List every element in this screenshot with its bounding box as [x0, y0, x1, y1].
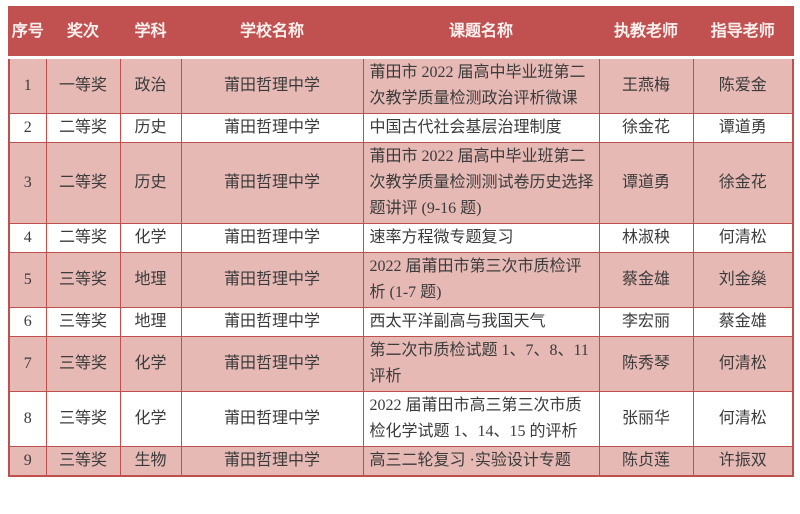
- cell-topic-name: 第二次市质检试题 1、7、8、11 评析: [362, 335, 600, 392]
- column-header-subject: 学科: [119, 6, 182, 59]
- cell-number: 9: [8, 445, 47, 476]
- cell-number: 5: [8, 251, 47, 308]
- cell-advisor-name: 何清松: [692, 222, 794, 253]
- cell-teacher-name: 王燕梅: [598, 56, 694, 114]
- cell-teacher-name: 陈贞莲: [598, 445, 694, 476]
- cell-school-name: 莆田哲理中学: [180, 306, 364, 337]
- cell-topic-name: 速率方程微专题复习: [362, 222, 600, 253]
- cell-subject: 地理: [119, 251, 182, 308]
- cell-award-level: 二等奖: [45, 222, 121, 253]
- cell-advisor-name: 徐金花: [692, 141, 794, 224]
- cell-subject: 化学: [119, 390, 182, 447]
- cell-number: 7: [8, 335, 47, 392]
- cell-number: 1: [8, 56, 47, 114]
- cell-advisor-name: 谭道勇: [692, 112, 794, 143]
- cell-advisor-name: 何清松: [692, 335, 794, 392]
- cell-subject: 化学: [119, 335, 182, 392]
- table-row: 4 二等奖 化学 莆田哲理中学 速率方程微专题复习 林淑秧 何清松: [8, 222, 794, 253]
- cell-school-name: 莆田哲理中学: [180, 251, 364, 308]
- cell-teacher-name: 徐金花: [598, 112, 694, 143]
- cell-topic-name: 莆田市 2022 届高中毕业班第二次教学质量检测测试卷历史选择题讲评 (9-16…: [362, 141, 600, 224]
- cell-subject: 政治: [119, 56, 182, 114]
- cell-advisor-name: 许振双: [692, 445, 794, 476]
- cell-advisor-name: 蔡金雄: [692, 306, 794, 337]
- table-row: 1 一等奖 政治 莆田哲理中学 莆田市 2022 届高中毕业班第二次教学质量检测…: [8, 56, 794, 114]
- cell-number: 6: [8, 306, 47, 337]
- cell-number: 3: [8, 141, 47, 224]
- cell-subject: 历史: [119, 112, 182, 143]
- table-row: 7 三等奖 化学 莆田哲理中学 第二次市质检试题 1、7、8、11 评析 陈秀琴…: [8, 335, 794, 392]
- cell-school-name: 莆田哲理中学: [180, 112, 364, 143]
- cell-advisor-name: 陈爱金: [692, 56, 794, 114]
- cell-subject: 生物: [119, 445, 182, 476]
- cell-subject: 历史: [119, 141, 182, 224]
- table-row: 9 三等奖 生物 莆田哲理中学 高三二轮复习 ·实验设计专题 陈贞莲 许振双: [8, 445, 794, 476]
- cell-teacher-name: 蔡金雄: [598, 251, 694, 308]
- cell-number: 8: [8, 390, 47, 447]
- column-header-teacher: 执教老师: [598, 6, 694, 59]
- column-header-number: 序号: [8, 6, 47, 59]
- cell-advisor-name: 刘金燊: [692, 251, 794, 308]
- cell-award-level: 三等奖: [45, 390, 121, 447]
- cell-subject: 地理: [119, 306, 182, 337]
- awards-table: 序号 奖次 学科 学校名称 课题名称 执教老师 指导老师 1 一等奖 政治 莆田…: [8, 6, 794, 477]
- cell-award-level: 二等奖: [45, 112, 121, 143]
- cell-topic-name: 莆田市 2022 届高中毕业班第二次教学质量检测政治评析微课: [362, 56, 600, 114]
- cell-school-name: 莆田哲理中学: [180, 335, 364, 392]
- column-header-topic: 课题名称: [362, 6, 600, 59]
- cell-award-level: 三等奖: [45, 445, 121, 476]
- header-row: 序号 奖次 学科 学校名称 课题名称 执教老师 指导老师: [8, 6, 794, 59]
- cell-award-level: 二等奖: [45, 141, 121, 224]
- cell-topic-name: 中国古代社会基层治理制度: [362, 112, 600, 143]
- cell-school-name: 莆田哲理中学: [180, 445, 364, 476]
- cell-school-name: 莆田哲理中学: [180, 56, 364, 114]
- cell-school-name: 莆田哲理中学: [180, 222, 364, 253]
- cell-teacher-name: 张丽华: [598, 390, 694, 447]
- table-row: 2 二等奖 历史 莆田哲理中学 中国古代社会基层治理制度 徐金花 谭道勇: [8, 112, 794, 143]
- cell-award-level: 三等奖: [45, 306, 121, 337]
- table-row: 5 三等奖 地理 莆田哲理中学 2022 届莆田市第三次市质检评析 (1-7 题…: [8, 251, 794, 308]
- cell-teacher-name: 李宏丽: [598, 306, 694, 337]
- cell-advisor-name: 何清松: [692, 390, 794, 447]
- table-row: 3 二等奖 历史 莆田哲理中学 莆田市 2022 届高中毕业班第二次教学质量检测…: [8, 141, 794, 224]
- cell-topic-name: 2022 届莆田市高三第三次市质检化学试题 1、14、15 的评析: [362, 390, 600, 447]
- column-header-advisor: 指导老师: [692, 6, 794, 59]
- table-body: 1 一等奖 政治 莆田哲理中学 莆田市 2022 届高中毕业班第二次教学质量检测…: [8, 56, 794, 476]
- cell-award-level: 三等奖: [45, 335, 121, 392]
- cell-topic-name: 西太平洋副高与我国天气: [362, 306, 600, 337]
- cell-teacher-name: 陈秀琴: [598, 335, 694, 392]
- cell-subject: 化学: [119, 222, 182, 253]
- cell-topic-name: 高三二轮复习 ·实验设计专题: [362, 445, 600, 476]
- cell-number: 4: [8, 222, 47, 253]
- table-row: 8 三等奖 化学 莆田哲理中学 2022 届莆田市高三第三次市质检化学试题 1、…: [8, 390, 794, 447]
- cell-school-name: 莆田哲理中学: [180, 141, 364, 224]
- column-header-school: 学校名称: [180, 6, 364, 59]
- cell-award-level: 一等奖: [45, 56, 121, 114]
- cell-topic-name: 2022 届莆田市第三次市质检评析 (1-7 题): [362, 251, 600, 308]
- cell-teacher-name: 谭道勇: [598, 141, 694, 224]
- cell-award-level: 三等奖: [45, 251, 121, 308]
- column-header-award: 奖次: [45, 6, 121, 59]
- cell-school-name: 莆田哲理中学: [180, 390, 364, 447]
- cell-teacher-name: 林淑秧: [598, 222, 694, 253]
- table-row: 6 三等奖 地理 莆田哲理中学 西太平洋副高与我国天气 李宏丽 蔡金雄: [8, 306, 794, 337]
- table-header: 序号 奖次 学科 学校名称 课题名称 执教老师 指导老师: [8, 6, 794, 59]
- cell-number: 2: [8, 112, 47, 143]
